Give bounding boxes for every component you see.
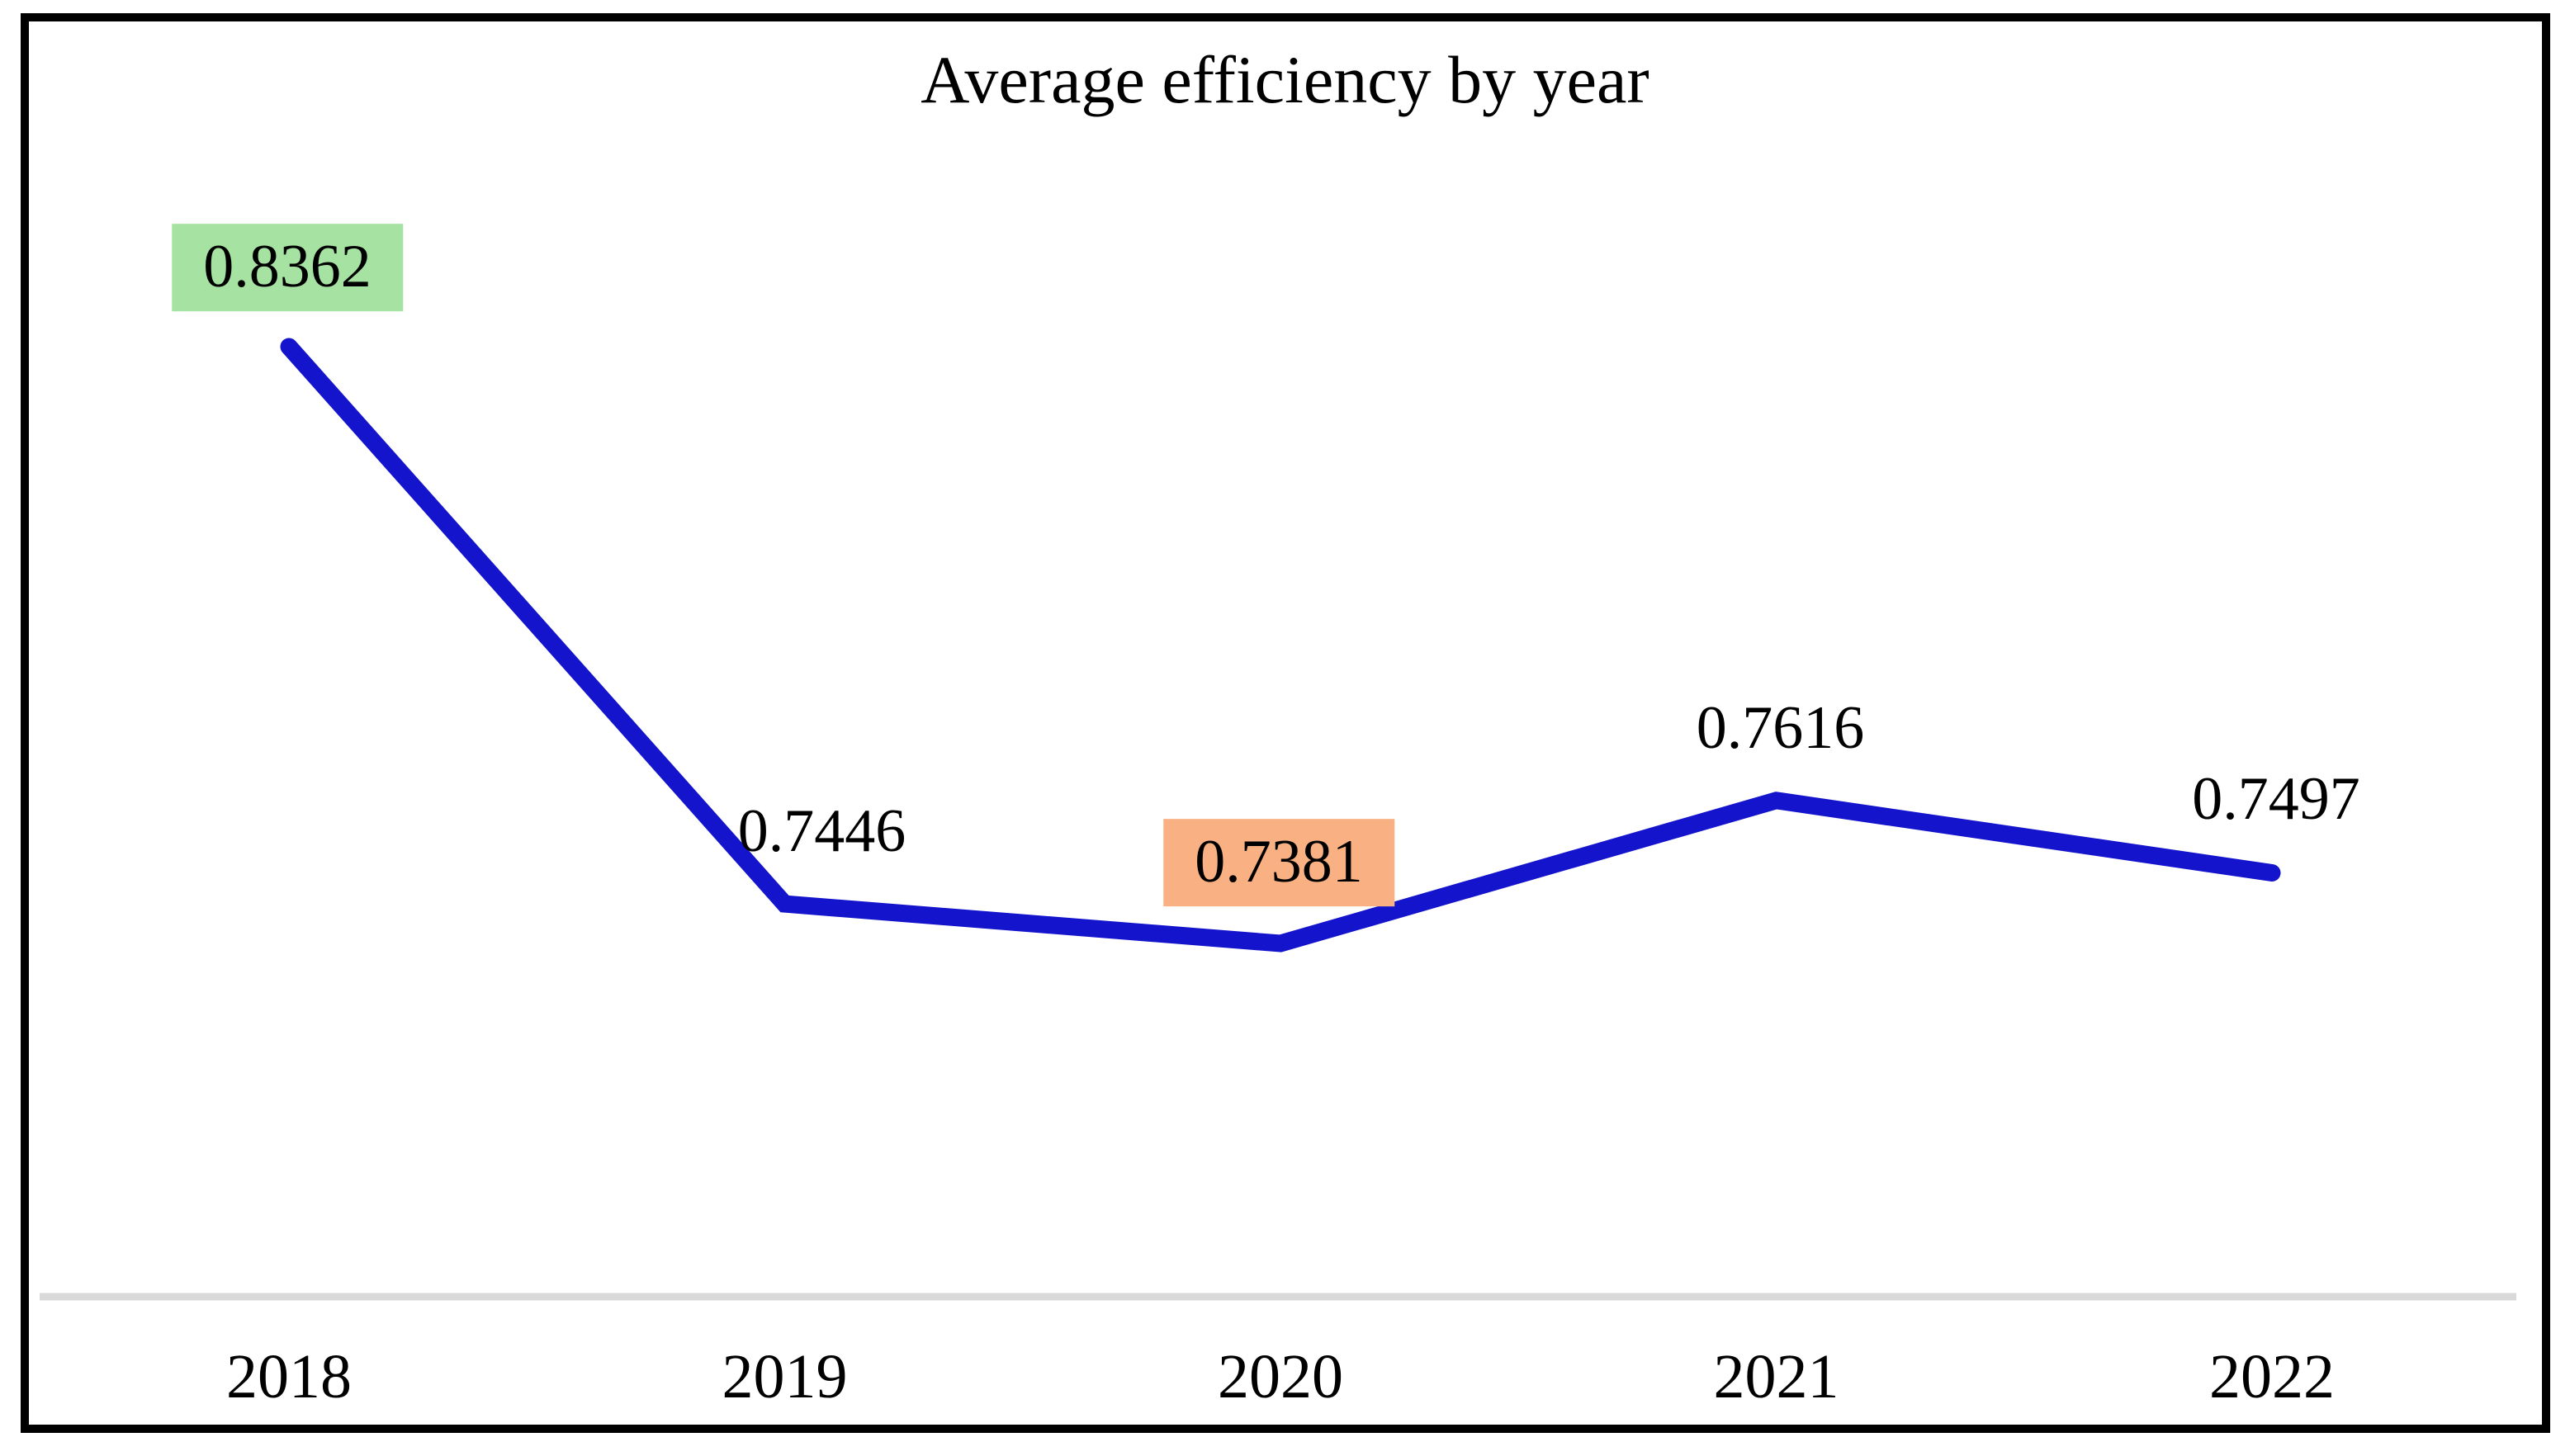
x-tick-2022: 2022	[2209, 1342, 2335, 1411]
chart-title: Average efficiency by year	[921, 42, 1649, 117]
x-tick-2020: 2020	[1218, 1342, 1343, 1411]
x-tick-2018: 2018	[226, 1342, 352, 1411]
x-tick-2019: 2019	[722, 1342, 848, 1411]
x-tick-2021: 2021	[1713, 1342, 1839, 1411]
chart-border-frame	[21, 13, 2550, 1433]
data-label-2022: 0.7497	[2192, 764, 2360, 833]
data-label-2020: 0.7381	[1163, 819, 1394, 906]
data-label-2019: 0.7446	[737, 797, 906, 866]
data-label-2018: 0.8362	[172, 224, 403, 311]
data-label-2021: 0.7616	[1696, 693, 1865, 762]
efficiency-series-line	[280, 338, 2281, 953]
